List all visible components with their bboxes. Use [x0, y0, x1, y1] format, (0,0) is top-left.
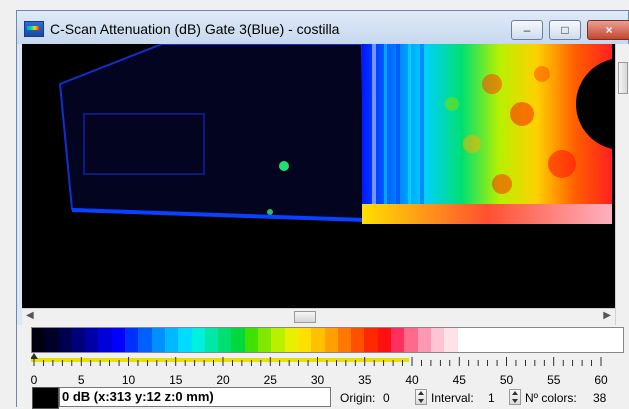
arrow-left-icon[interactable]: ◀ — [26, 310, 34, 321]
scale-tick-label: 10 — [121, 373, 136, 387]
arrow-right-icon[interactable]: ▶ — [603, 310, 611, 321]
color-palette-bar[interactable] — [31, 327, 624, 353]
palette-swatch[interactable] — [98, 328, 112, 352]
palette-swatch[interactable] — [45, 328, 59, 352]
vertical-scroll-thumb[interactable] — [618, 62, 628, 94]
origin-marker-icon[interactable] — [30, 353, 38, 359]
interval-value[interactable]: 1 — [488, 391, 495, 405]
palette-swatch[interactable] — [191, 328, 205, 352]
palette-scale: 0 5 10 15 20 25 30 35 40 45 50 55 60 — [30, 353, 626, 387]
cscan-palette-icon — [24, 21, 44, 37]
scale-tick-label: 5 — [77, 373, 85, 387]
palette-swatch[interactable] — [125, 328, 139, 352]
palette-swatch[interactable] — [244, 328, 259, 352]
palette-swatch[interactable] — [510, 328, 524, 352]
scale-tick-label: 30 — [310, 373, 325, 387]
palette-swatch[interactable] — [324, 328, 338, 352]
scale-tick-label: 50 — [499, 373, 514, 387]
palette-swatch[interactable] — [218, 328, 232, 352]
minimize-button[interactable]: – — [511, 20, 543, 40]
cscan-image[interactable] — [22, 44, 615, 308]
palette-swatch[interactable] — [417, 328, 431, 352]
palette-swatch[interactable] — [523, 328, 538, 352]
palette-swatch[interactable] — [444, 328, 458, 352]
cscan-window: C-Scan Attenuation (dB) Gate 3(Blue) - c… — [16, 10, 629, 409]
palette-swatch[interactable] — [457, 328, 471, 352]
palette-swatch[interactable] — [85, 328, 99, 352]
palette-swatch[interactable] — [484, 328, 498, 352]
palette-swatch[interactable] — [470, 328, 485, 352]
interval-spin-icon[interactable] — [509, 389, 521, 405]
palette-swatch[interactable] — [404, 328, 418, 352]
cscan-heatmap[interactable] — [22, 44, 615, 308]
palette-swatch[interactable] — [337, 328, 352, 352]
active-range-band — [31, 358, 409, 362]
palette-swatch[interactable] — [364, 328, 378, 352]
palette-swatch[interactable] — [430, 328, 445, 352]
vertical-scrollbar[interactable] — [615, 44, 629, 325]
scale-tick-label: 20 — [216, 373, 230, 387]
palette-swatch[interactable] — [151, 328, 165, 352]
palette-swatch[interactable] — [111, 328, 126, 352]
palette-swatch[interactable] — [297, 328, 312, 352]
palette-swatch[interactable] — [258, 328, 272, 352]
palette-swatch[interactable] — [178, 328, 192, 352]
scale-tick-label: 35 — [358, 373, 372, 387]
maximize-button[interactable]: □ — [549, 20, 581, 40]
origin-value[interactable]: 0 — [383, 391, 390, 405]
close-button[interactable]: × — [587, 20, 629, 40]
scale-tick-label: 15 — [169, 373, 183, 387]
horizontal-scrollbar[interactable]: ◀ ▶ — [22, 308, 615, 325]
scale-tick-label: 45 — [452, 373, 466, 387]
palette-swatch[interactable] — [71, 328, 86, 352]
scale-tick-label: 0 — [30, 373, 38, 387]
palette-swatch[interactable] — [271, 328, 285, 352]
scale-tick-label: 40 — [405, 373, 419, 387]
palette-swatch[interactable] — [138, 328, 152, 352]
interval-label: Interval: — [431, 391, 474, 405]
cursor-readout: 0 dB (x:313 y:12 z:0 mm) — [59, 387, 331, 407]
horizontal-scroll-thumb[interactable] — [294, 311, 316, 323]
colors-label: Nº colors: — [525, 391, 577, 405]
palette-swatch[interactable] — [231, 328, 245, 352]
palette-swatch[interactable] — [351, 328, 365, 352]
scale-ruler — [30, 353, 602, 366]
palette-swatch[interactable] — [497, 328, 511, 352]
current-color-swatch — [32, 387, 59, 409]
scale-tick-label: 60 — [594, 373, 608, 387]
palette-swatch[interactable] — [204, 328, 219, 352]
scale-tick-label: 55 — [547, 373, 561, 387]
palette-swatch[interactable] — [377, 328, 392, 352]
origin-spin-icon[interactable] — [415, 389, 427, 405]
scale-tick-label: 25 — [263, 373, 277, 387]
palette-swatch[interactable] — [32, 328, 46, 352]
palette-swatch[interactable] — [164, 328, 179, 352]
palette-swatch[interactable] — [58, 328, 72, 352]
palette-swatch[interactable] — [391, 328, 405, 352]
window-title: C-Scan Attenuation (dB) Gate 3(Blue) - c… — [50, 21, 340, 37]
origin-label: Origin: — [340, 391, 376, 405]
title-bar[interactable]: C-Scan Attenuation (dB) Gate 3(Blue) - c… — [17, 11, 629, 44]
palette-swatch[interactable] — [284, 328, 298, 352]
palette-swatch[interactable] — [311, 328, 325, 352]
palette-panel: 0 5 10 15 20 25 30 35 40 45 50 55 60 0 dB (x:313 y:1… — [17, 325, 629, 409]
colors-value[interactable]: 38 — [593, 391, 607, 405]
